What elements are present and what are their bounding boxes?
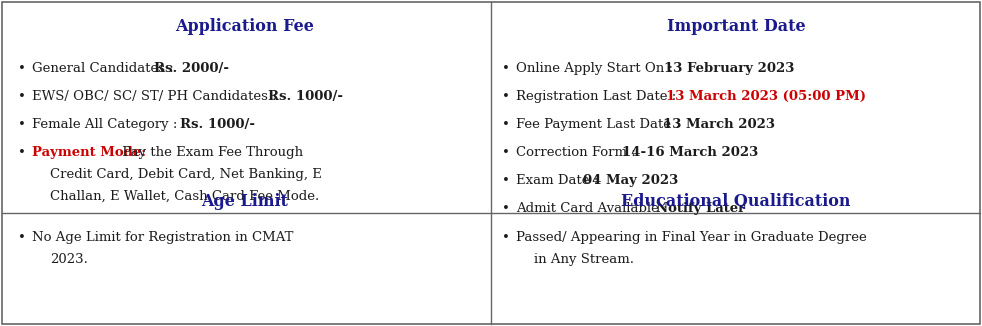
Text: •: • (502, 62, 510, 75)
Text: Passed/ Appearing in Final Year in Graduate Degree: Passed/ Appearing in Final Year in Gradu… (516, 231, 867, 244)
Text: Credit Card, Debit Card, Net Banking, E: Credit Card, Debit Card, Net Banking, E (50, 168, 322, 181)
Text: Important Date: Important Date (667, 18, 805, 35)
Text: No Age Limit for Registration in CMAT: No Age Limit for Registration in CMAT (32, 231, 294, 244)
Text: Fee Payment Last Date :: Fee Payment Last Date : (516, 118, 684, 131)
Text: •: • (502, 90, 510, 103)
Text: •: • (18, 118, 26, 131)
Text: General Candidates :: General Candidates : (32, 62, 178, 75)
Text: •: • (502, 118, 510, 131)
Text: Challan, E Wallet, Cash Card Fee Mode.: Challan, E Wallet, Cash Card Fee Mode. (50, 190, 319, 203)
Text: •: • (18, 231, 26, 244)
Text: Rs. 1000/-: Rs. 1000/- (180, 118, 255, 131)
Text: Pay the Exam Fee Through: Pay the Exam Fee Through (118, 146, 303, 159)
Text: 14-16 March 2023: 14-16 March 2023 (622, 146, 758, 159)
Text: •: • (502, 202, 510, 215)
Text: Application Fee: Application Fee (176, 18, 314, 35)
Text: Exam Date :: Exam Date : (516, 174, 603, 187)
Text: 13 March 2023 (05:00 PM): 13 March 2023 (05:00 PM) (666, 90, 866, 103)
Text: •: • (18, 62, 26, 75)
Text: 13 March 2023: 13 March 2023 (663, 118, 775, 131)
Text: Female All Category :: Female All Category : (32, 118, 182, 131)
Text: •: • (18, 146, 26, 159)
Text: Online Apply Start On :: Online Apply Start On : (516, 62, 678, 75)
Text: Educational Qualification: Educational Qualification (622, 193, 850, 210)
Text: 13 February 2023: 13 February 2023 (664, 62, 794, 75)
Text: Age Limit: Age Limit (201, 193, 289, 210)
Text: EWS/ OBC/ SC/ ST/ PH Candidates :: EWS/ OBC/ SC/ ST/ PH Candidates : (32, 90, 281, 103)
Text: Admit Card Available :: Admit Card Available : (516, 202, 672, 215)
Text: Rs. 2000/-: Rs. 2000/- (154, 62, 229, 75)
Text: Rs. 1000/-: Rs. 1000/- (268, 90, 343, 103)
Text: •: • (502, 174, 510, 187)
Text: Correction Form :: Correction Form : (516, 146, 640, 159)
Text: •: • (502, 231, 510, 244)
Text: Notify Later: Notify Later (656, 202, 745, 215)
Text: Payment Mode:: Payment Mode: (32, 146, 146, 159)
Text: •: • (18, 90, 26, 103)
Text: in Any Stream.: in Any Stream. (534, 253, 634, 266)
Text: •: • (502, 146, 510, 159)
Text: 2023.: 2023. (50, 253, 87, 266)
Text: 04 May 2023: 04 May 2023 (583, 174, 679, 187)
Text: Registration Last Date :: Registration Last Date : (516, 90, 681, 103)
